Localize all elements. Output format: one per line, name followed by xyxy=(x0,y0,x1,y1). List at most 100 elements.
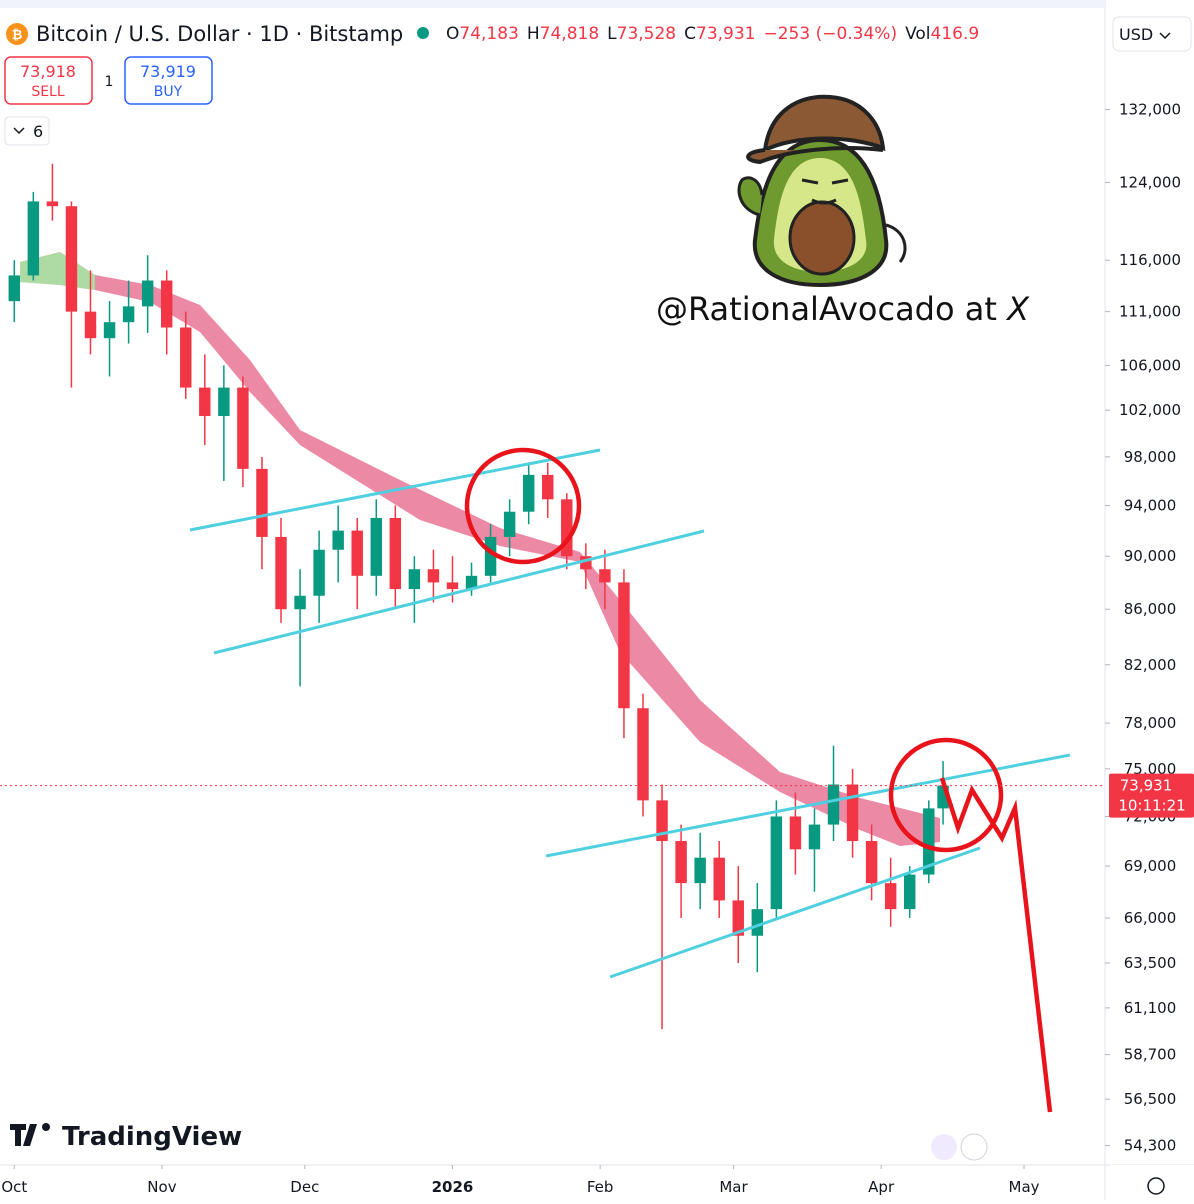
top-bar xyxy=(0,0,1105,8)
region-icon[interactable] xyxy=(960,1133,988,1161)
y-tick-label: 54,300 xyxy=(1124,1137,1177,1155)
y-tick-label: 94,000 xyxy=(1124,497,1177,515)
candle-body xyxy=(637,708,649,801)
candle-body xyxy=(503,511,516,537)
ohlc-label: C xyxy=(684,24,696,44)
brand-logo xyxy=(10,1124,37,1146)
candle-body xyxy=(580,556,592,570)
candle-body xyxy=(332,530,344,550)
candle-body xyxy=(46,201,59,207)
trend-line xyxy=(545,753,1071,858)
bitcoin-symbol: ₿ xyxy=(12,28,23,43)
countdown: 10:11:21 xyxy=(1118,797,1185,815)
candle-body xyxy=(484,536,497,576)
indicators-count[interactable]: 6 xyxy=(33,122,43,141)
candle-body xyxy=(446,582,459,590)
trend-line xyxy=(189,448,601,532)
indicators-toggle[interactable] xyxy=(4,116,50,146)
candle-body xyxy=(808,824,821,850)
candle-body xyxy=(923,808,935,875)
settings-area xyxy=(1110,1165,1194,1200)
y-tick-label: 98,000 xyxy=(1124,448,1177,466)
projection-arrow xyxy=(939,777,1053,1113)
assistant-icon[interactable] xyxy=(931,1134,957,1160)
candle-body xyxy=(27,201,40,276)
toggle-icon xyxy=(13,127,25,135)
x-tick-label: Feb xyxy=(587,1178,614,1196)
sell-button[interactable] xyxy=(4,56,93,105)
x-tick-label: Apr xyxy=(868,1178,895,1196)
candle-body xyxy=(180,327,192,388)
y-tick-label: 106,000 xyxy=(1119,356,1181,374)
y-tick-label: 132,000 xyxy=(1119,101,1181,119)
candle-body xyxy=(846,784,859,842)
y-tick-label: 90,000 xyxy=(1124,547,1177,565)
candle-body xyxy=(84,311,97,339)
candle-body xyxy=(904,874,916,910)
volume-label: Vol xyxy=(905,24,930,44)
ohlc-value: 73,528 xyxy=(617,24,676,44)
y-tick-label: 58,700 xyxy=(1124,1046,1177,1064)
ohlc: O74,183 H74,818 L73,528 C73,931 −253 (−0.34%… xyxy=(446,24,979,44)
sell-price[interactable]: 73,918 xyxy=(20,62,76,81)
watermark-text: @RationalAvocado at xyxy=(656,290,997,328)
x-tick-label: May xyxy=(1009,1178,1040,1196)
candle-body xyxy=(408,569,421,590)
y-tick-label: 63,500 xyxy=(1124,954,1177,972)
change: −253 (−0.34%) xyxy=(763,24,897,44)
candle-body xyxy=(256,468,268,537)
last-price-label: 73,931 xyxy=(1120,777,1173,795)
candle-body xyxy=(937,785,949,809)
ohlc-label: O xyxy=(446,24,459,44)
candle-body xyxy=(122,306,135,323)
candle-body xyxy=(103,322,116,339)
settings-icon[interactable] xyxy=(1147,1177,1165,1195)
trend-line xyxy=(609,846,981,979)
candle-body xyxy=(370,517,382,576)
candle-body xyxy=(751,909,764,936)
candle-body xyxy=(294,595,306,610)
trend-lines xyxy=(189,448,1071,979)
currency[interactable]: USD xyxy=(1119,25,1153,44)
x-tick-label: Dec xyxy=(290,1178,319,1196)
market-status xyxy=(417,27,429,39)
overlay-layer: 73,931 10:11:21 xyxy=(0,773,1194,818)
candle-body xyxy=(237,387,249,469)
volume-value: 416.9 xyxy=(931,24,980,44)
candle-body xyxy=(141,280,154,307)
candle-body xyxy=(694,857,706,884)
sell-label[interactable]: SELL xyxy=(31,84,65,100)
buy-price[interactable]: 73,919 xyxy=(140,62,196,81)
candle-body xyxy=(732,900,744,936)
candle-body xyxy=(65,206,78,312)
candle-body xyxy=(351,530,363,576)
buy-button[interactable] xyxy=(124,56,213,105)
candle-body xyxy=(427,569,440,583)
y-tick-label: 124,000 xyxy=(1119,173,1181,191)
y-tick-label: 56,500 xyxy=(1124,1090,1177,1108)
avocado-logo xyxy=(737,94,907,288)
candle-body xyxy=(884,883,897,910)
y-tick-label: 78,000 xyxy=(1124,714,1177,732)
brand: TradingView xyxy=(62,1122,242,1152)
buy-label[interactable]: BUY xyxy=(154,84,183,100)
y-tick-label: 82,000 xyxy=(1124,656,1177,674)
candle-body xyxy=(618,582,630,709)
highlight-circle xyxy=(888,737,1004,853)
brand-logo-dot xyxy=(42,1123,50,1131)
candle-body xyxy=(770,816,783,910)
watermark-x: X xyxy=(1005,290,1030,328)
symbol: Bitcoin / U.S. Dollar · 1D · Bitstamp xyxy=(36,22,403,46)
annotations xyxy=(464,447,1053,1113)
candle-body xyxy=(713,857,725,901)
candle-body xyxy=(522,474,535,512)
y-tick-label: 61,100 xyxy=(1124,999,1177,1017)
candle-body xyxy=(561,499,573,557)
x-tick-label: Mar xyxy=(719,1178,748,1196)
y-tick-label: 75,000 xyxy=(1124,760,1177,778)
candle-body xyxy=(827,784,840,825)
candle-body xyxy=(389,517,402,590)
currency-button[interactable] xyxy=(1112,16,1192,52)
ohlc-label: H xyxy=(527,24,540,44)
